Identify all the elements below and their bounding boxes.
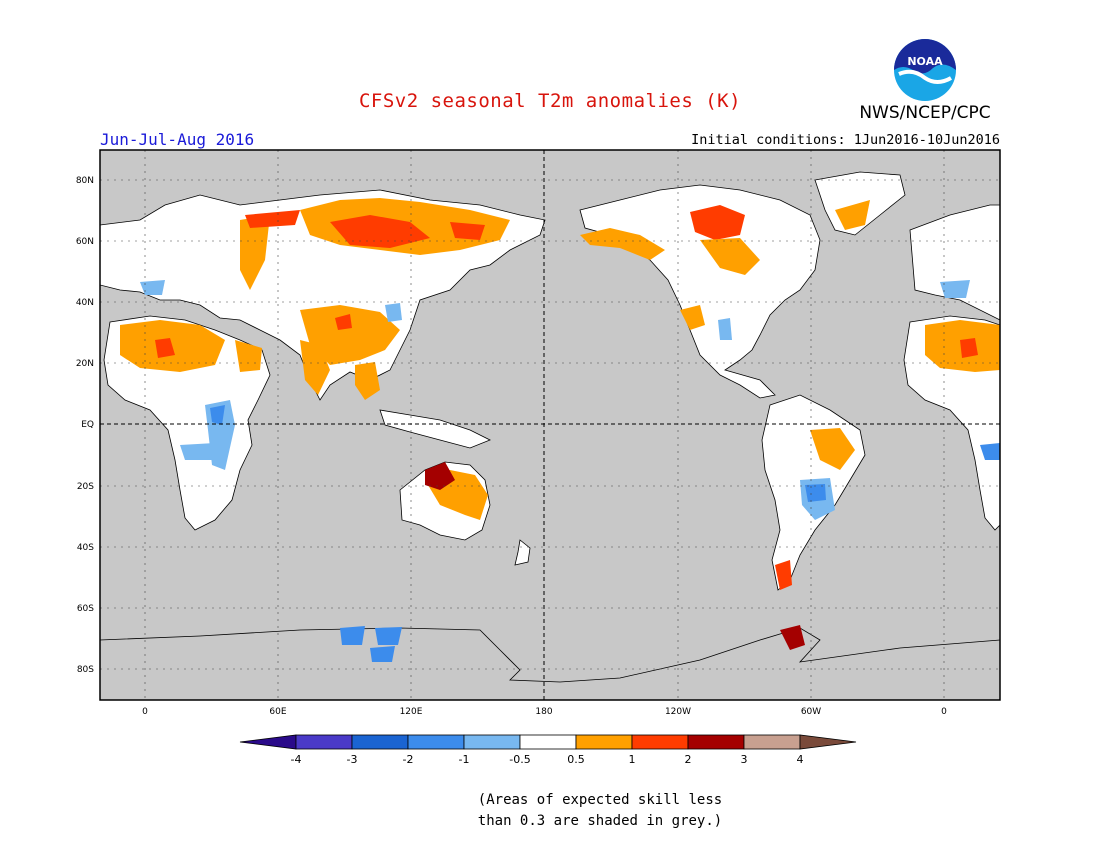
india-warm	[300, 340, 330, 395]
legend-level-label: -4	[291, 753, 302, 766]
legend-level-label: 4	[797, 753, 804, 766]
legend-level-label: -2	[403, 753, 414, 766]
central-asia-warm	[300, 305, 400, 365]
canada-hot	[690, 205, 745, 240]
new-zealand-land	[514, 539, 531, 566]
legend-swatch-max	[799, 734, 857, 750]
lat-label: 60N	[76, 237, 94, 247]
map-frame	[99, 149, 1001, 701]
brazil-warm	[810, 428, 855, 470]
lon-label: 0	[941, 707, 947, 717]
legend-swatch	[687, 734, 745, 750]
legend-swatch	[351, 734, 409, 750]
legend-level-label: -1	[459, 753, 470, 766]
central-asia-hot	[335, 314, 352, 330]
legend-swatch	[463, 734, 521, 750]
sahara-warm	[120, 320, 225, 372]
legend-swatch	[575, 734, 633, 750]
africa-cool-right	[980, 443, 1000, 460]
lat-label: 80N	[76, 176, 94, 186]
lon-labels: 0 60E 120E 180 120W 60W 0	[142, 707, 947, 717]
canada-warm	[700, 238, 760, 275]
antarctica-cool-1	[340, 626, 365, 645]
lat-label: 60S	[77, 604, 94, 614]
lon-label: 60W	[801, 707, 821, 717]
lat-label: 40N	[76, 298, 94, 308]
lat-label: 40S	[77, 543, 94, 553]
lat-label: EQ	[81, 420, 94, 430]
initial-conditions-label: Initial conditions: 1Jun2016-10Jun2016	[691, 132, 1000, 148]
africa-land	[103, 315, 271, 531]
lat-labels: 80N 60N 40N 20N EQ 20S 40S 60S 80S	[76, 176, 94, 675]
legend-level-label: 3	[741, 753, 748, 766]
legend-swatch	[519, 734, 577, 750]
central-africa-cool	[180, 443, 215, 460]
lat-label: 80S	[77, 665, 94, 675]
siberia-hot-2	[450, 222, 485, 240]
warm-anomalies	[120, 198, 1000, 650]
south-america-cooler	[805, 484, 826, 502]
antarctica-land	[99, 627, 1001, 683]
lon-label: 60E	[269, 707, 286, 717]
sahara-hot-right	[960, 338, 978, 358]
equator-and-dateline	[100, 150, 1000, 700]
siberia-hot	[330, 215, 430, 248]
north-siberia-hot	[245, 210, 300, 228]
greenland-warm	[835, 200, 870, 230]
cool-anomalies	[140, 280, 1000, 662]
se-asia-warm	[355, 362, 380, 400]
europe-cool	[140, 280, 165, 295]
map-title: CFSv2 seasonal T2m anomalies (K)	[358, 90, 742, 112]
antarctic-peninsula-hot	[780, 625, 805, 650]
skill-note: (Areas of expected skill less than 0.3 a…	[440, 790, 760, 832]
graticule	[100, 150, 1000, 700]
legend-swatch	[295, 734, 353, 750]
maritime-asia-land	[379, 409, 491, 449]
europe-cool-right	[940, 280, 970, 298]
skill-note-line-2: than 0.3 are shaded in grey.)	[477, 813, 723, 829]
asia-cool	[385, 303, 402, 322]
lon-label: 120E	[400, 707, 423, 717]
antarctica-cool-3	[370, 646, 395, 662]
patagonia-hot	[775, 560, 792, 590]
legend-swatch	[407, 734, 465, 750]
west-russia-warm	[240, 215, 270, 290]
legend-level-label: -0.5	[509, 753, 530, 766]
noaa-logo: NOAA	[894, 39, 956, 101]
season-label: Jun-Jul-Aug 2016	[100, 130, 255, 149]
legend-swatch-min	[239, 734, 297, 750]
arabia-warm	[235, 340, 262, 372]
australia-very-hot	[425, 462, 455, 490]
lat-label: 20N	[76, 359, 94, 369]
legend-level-label: -3	[347, 753, 358, 766]
agency-label: NWS/NCEP/CPC	[859, 103, 991, 123]
legend-level-label: 0.5	[567, 753, 585, 766]
legend-swatch	[743, 734, 801, 750]
legend-swatch	[631, 734, 689, 750]
east-africa-cooler	[210, 405, 225, 425]
skill-note-line-1: (Areas of expected skill less	[477, 792, 723, 808]
lon-label: 120W	[665, 707, 691, 717]
lon-label: 0	[142, 707, 148, 717]
legend-level-label: 2	[685, 753, 692, 766]
us-west-warm	[680, 305, 705, 330]
lon-label: 180	[535, 707, 552, 717]
lat-label: 20S	[77, 482, 94, 492]
legend-level-label: 1	[629, 753, 636, 766]
alaska-warm	[580, 228, 665, 260]
antarctica-cool-2	[375, 627, 402, 645]
logo-text: NOAA	[907, 55, 943, 68]
sahara-hot	[155, 338, 175, 358]
us-cool	[718, 318, 732, 340]
